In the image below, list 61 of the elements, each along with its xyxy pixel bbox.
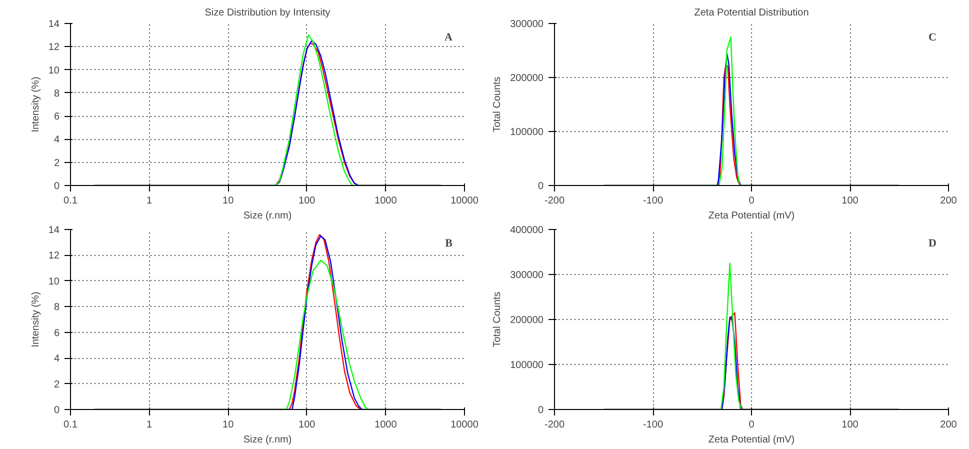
y-axis-title: Total Counts — [492, 292, 504, 348]
x-tick-label: 100 — [842, 196, 859, 206]
x-tick-label: 0 — [748, 420, 755, 430]
x-tick-label: 200 — [940, 420, 958, 430]
x-tick-label: 0.1 — [64, 420, 78, 430]
y-tick-label: 400000 — [510, 225, 544, 236]
x-tick-label: 100 — [842, 420, 859, 430]
y-tick-label: 2 — [54, 379, 60, 390]
y-tick-label: 6 — [54, 328, 60, 339]
annotation: C — [928, 32, 937, 44]
annotation: D — [928, 238, 937, 250]
y-axis-title: Total Counts — [492, 76, 504, 132]
annotation: A — [444, 32, 453, 44]
y-tick-label: 12 — [48, 42, 60, 54]
x-axis-title: Zeta Potential (mV) — [708, 434, 795, 446]
y-tick-label: 14 — [48, 19, 60, 30]
x-tick-label: 1000 — [374, 196, 398, 206]
x-tick-label: 100 — [298, 196, 316, 206]
y-tick-label: 6 — [54, 112, 60, 123]
x-tick-label: 1 — [146, 420, 153, 430]
x-tick-label: 0 — [748, 196, 755, 206]
y-tick-label: 300000 — [510, 270, 544, 281]
x-axis-title: Size (r.nm) — [243, 210, 292, 222]
chart-title: Zeta Potential Distribution — [694, 8, 809, 18]
x-tick-label: 200 — [940, 196, 958, 206]
y-axis-title: Intensity (%) — [30, 76, 42, 132]
x-tick-label: 1000 — [374, 420, 398, 430]
x-axis-title: Size (r.nm) — [243, 434, 292, 446]
annotation: B — [445, 238, 454, 250]
y-tick-label: 0 — [538, 181, 544, 192]
x-tick-label: -200 — [544, 420, 565, 430]
x-axis-title: Zeta Potential (mV) — [708, 210, 795, 222]
y-tick-label: 2 — [54, 158, 60, 169]
y-tick-label: 0 — [54, 405, 60, 416]
y-tick-label: 8 — [54, 302, 60, 314]
chart-title: Size Distribution by Intensity — [204, 8, 330, 18]
x-tick-label: 1 — [146, 196, 153, 206]
y-tick-label: 100000 — [510, 127, 544, 138]
x-tick-label: 100 — [298, 420, 316, 430]
y-tick-label: 12 — [48, 250, 60, 262]
y-tick-label: 10 — [48, 276, 60, 288]
y-tick-label: 14 — [48, 225, 60, 236]
y-tick-label: 0 — [538, 405, 544, 416]
y-tick-label: 10 — [48, 65, 60, 76]
y-tick-label: 4 — [54, 134, 60, 146]
x-tick-label: 0.1 — [64, 196, 78, 206]
y-axis-title: Intensity (%) — [30, 292, 42, 348]
y-tick-label: 200000 — [510, 73, 544, 84]
y-tick-label: 100000 — [510, 360, 544, 371]
x-tick-label: 10000 — [450, 420, 479, 430]
x-tick-label: -100 — [642, 196, 664, 206]
y-tick-label: 300000 — [510, 19, 544, 30]
y-tick-label: 200000 — [510, 315, 544, 326]
x-tick-label: 10000 — [450, 196, 479, 206]
x-tick-label: -200 — [544, 196, 565, 206]
x-tick-label: 10 — [222, 196, 234, 206]
y-tick-label: 4 — [54, 354, 60, 365]
x-tick-label: 10 — [222, 420, 234, 430]
y-tick-label: 8 — [54, 88, 60, 100]
y-tick-label: 0 — [54, 181, 60, 192]
x-tick-label: -100 — [642, 420, 664, 430]
